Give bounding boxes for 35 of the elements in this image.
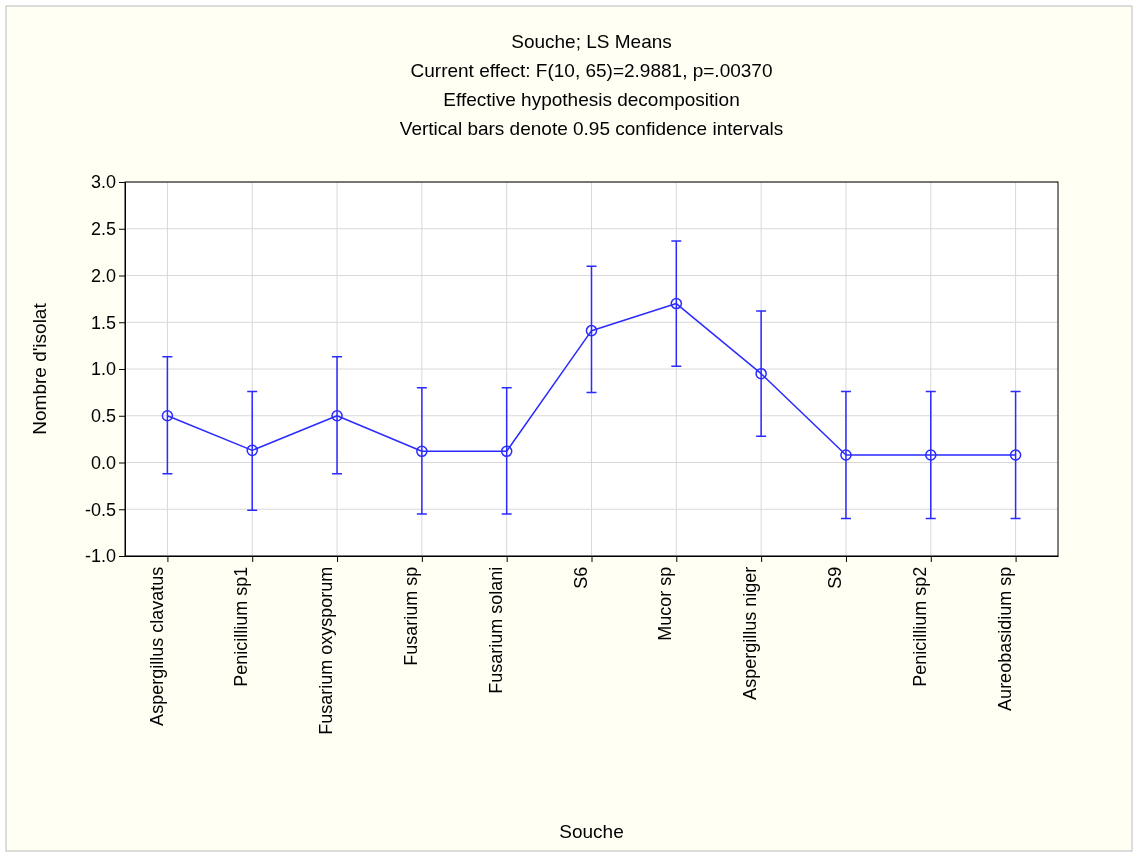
point bbox=[500, 445, 513, 458]
y-tick-label: -1.0 bbox=[84, 546, 116, 567]
point bbox=[331, 409, 343, 422]
chart-title: Souche; LS Means bbox=[511, 31, 672, 52]
point bbox=[161, 409, 174, 422]
point bbox=[670, 297, 683, 310]
y-tick-label: 3.0 bbox=[90, 172, 116, 193]
x-axis-title: Souche bbox=[559, 821, 624, 842]
x-tick-label: Fusarium solani bbox=[485, 566, 506, 694]
x-tick-label: S6 bbox=[570, 566, 591, 589]
x-tick-label: Penicillium sp2 bbox=[909, 566, 930, 687]
chart-subtitle: Current effect: F(10, 65)=2.9881, p=.00370 Effective hypothesis decomposition Vertical bars denote 0.95 confidence intervals bbox=[399, 60, 784, 139]
y-axis-title: Nombre d'isolat bbox=[29, 302, 50, 435]
point bbox=[924, 449, 937, 461]
x-tick-label: S9 bbox=[825, 566, 846, 589]
x-tick-label: Mucor sp bbox=[655, 566, 676, 641]
point bbox=[840, 449, 852, 461]
point bbox=[755, 367, 767, 380]
y-tick-label: 1.5 bbox=[90, 312, 116, 333]
y-tick-label: 1.0 bbox=[90, 359, 116, 380]
x-tick-label: Aureobasidium sp bbox=[994, 566, 1015, 711]
x-tick-label: Aspergillus niger bbox=[740, 566, 761, 700]
x-tick-label: Fusarium oxysporum bbox=[316, 566, 337, 735]
y-tick-label: 0.5 bbox=[90, 406, 116, 427]
x-tick-label: Fusarium sp bbox=[400, 566, 421, 666]
x-tick-label: Aspergillus clavatus bbox=[146, 566, 167, 726]
y-tick-label: -0.5 bbox=[84, 499, 116, 520]
point bbox=[416, 445, 428, 458]
point bbox=[246, 444, 259, 457]
point bbox=[585, 324, 598, 337]
y-tick-label: 0.0 bbox=[90, 452, 116, 473]
y-tick-label: 2.5 bbox=[90, 219, 116, 240]
x-tick-label: Penicillium sp1 bbox=[231, 566, 252, 687]
y-tick-label: 2.0 bbox=[90, 265, 116, 286]
point bbox=[1009, 449, 1022, 461]
